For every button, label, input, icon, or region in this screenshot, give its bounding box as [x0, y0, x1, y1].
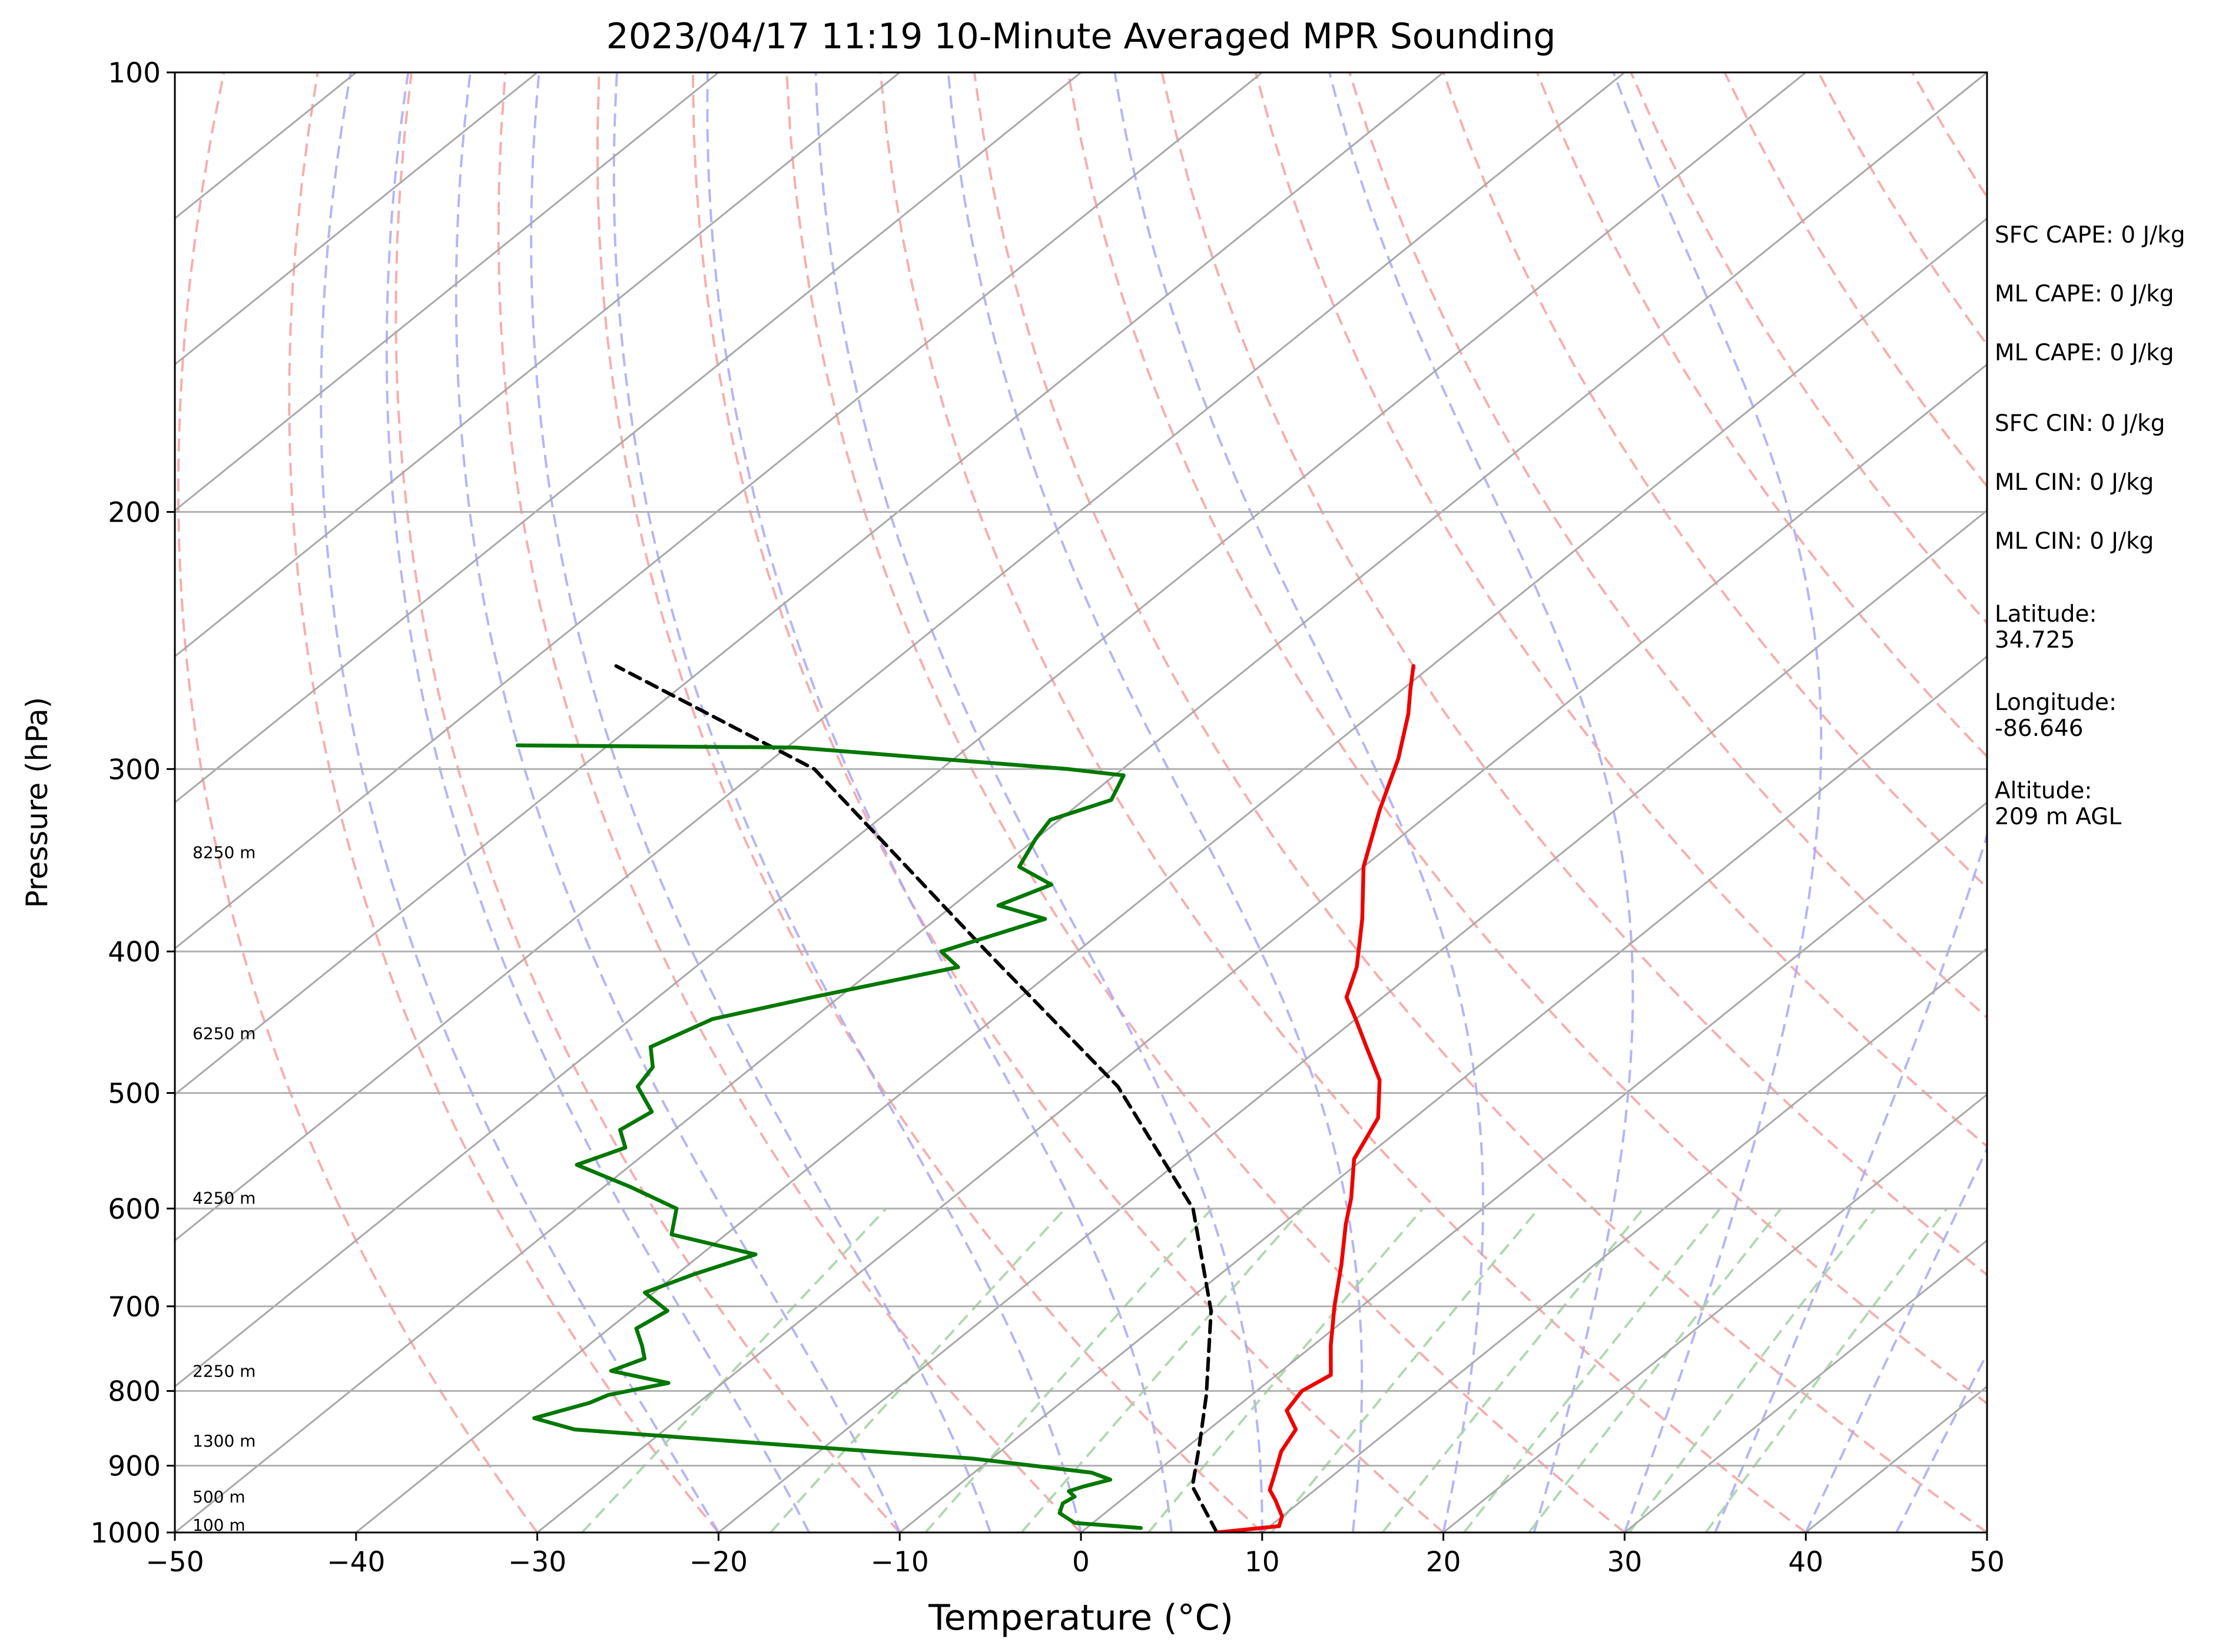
- x-axis-ticks: −50 −40 −30 −20 −10 0 10 20 30 40 50: [145, 1532, 2005, 1578]
- height-label: 4250 m: [193, 1189, 256, 1208]
- isotherm: [1624, 1239, 1987, 1532]
- dry-adiabat: [973, 72, 1987, 1532]
- x-tick-label: 50: [1969, 1546, 2005, 1578]
- moist-adiabat: [706, 72, 1173, 1532]
- height-label: 2250 m: [193, 1361, 256, 1381]
- stat-annotation: Longitude: -86.646: [1995, 689, 2117, 742]
- y-axis-label: Pressure (hPa): [20, 697, 54, 908]
- x-tick-label: 0: [1072, 1546, 1090, 1578]
- dry-adiabat: [1348, 72, 1987, 1019]
- x-tick-label: 40: [1788, 1546, 1823, 1578]
- moist-adiabat: [1113, 72, 1484, 1532]
- y-tick-label: 900: [108, 1451, 161, 1483]
- height-label: 100 m: [193, 1515, 246, 1535]
- y-tick-label: 500: [108, 1077, 161, 1110]
- dry-adiabat: [1254, 72, 1987, 1148]
- isotherm: [175, 72, 538, 366]
- height-label: 6250 m: [193, 1024, 256, 1043]
- moist-adiabat: [385, 72, 811, 1532]
- isotherm: [536, 363, 1987, 1532]
- isotherm: [1261, 947, 1987, 1532]
- x-tick-label: −10: [871, 1546, 929, 1578]
- x-tick-label: 10: [1245, 1546, 1280, 1578]
- height-labels: 100 m 500 m 1300 m 2250 m 4250 m 6250 m 8250 m: [193, 842, 256, 1535]
- dry-adiabat: [596, 72, 1263, 1532]
- isotherm: [175, 72, 1263, 950]
- mixing-ratio-line: [1528, 1208, 1782, 1532]
- height-label: 1300 m: [193, 1431, 256, 1451]
- isotherm: [899, 655, 1987, 1532]
- x-tick-label: −40: [327, 1546, 385, 1578]
- x-tick-label: −30: [508, 1546, 566, 1578]
- y-tick-label: 800: [108, 1376, 161, 1408]
- moist-adiabat: [1328, 72, 1634, 1532]
- x-axis-label: Temperature (°C): [928, 1597, 1233, 1638]
- stat-annotation: ML CIN: 0 J/kg: [1995, 528, 2154, 555]
- stat-annotation: ML CAPE: 0 J/kg: [1995, 340, 2174, 366]
- x-tick-label: 20: [1426, 1546, 1461, 1578]
- stat-annotation: SFC CAPE: 0 J/kg: [1995, 222, 2185, 248]
- dry-adiabat: [177, 72, 539, 1532]
- dry-adiabat: [691, 72, 1444, 1532]
- parcel-path-line: [614, 664, 1219, 1532]
- moist-adiabat: [530, 72, 991, 1532]
- moist-adiabat: [1612, 72, 1823, 1532]
- isotherm: [175, 72, 901, 658]
- dry-adiabat: [879, 72, 1807, 1532]
- height-label: 500 m: [193, 1487, 246, 1507]
- isotherm: [1442, 1093, 1987, 1532]
- x-tick-label: −50: [145, 1546, 204, 1578]
- isotherm: [175, 72, 1626, 1242]
- y-tick-label: 600: [108, 1193, 161, 1226]
- y-axis-ticks: 1000 900 800 700 600 500 400 300 200 100: [90, 57, 175, 1550]
- dry-adiabat: [288, 72, 719, 1532]
- y-tick-label: 1000: [90, 1517, 161, 1550]
- y-tick-label: 300: [108, 754, 161, 786]
- x-tick-label: −20: [689, 1546, 748, 1578]
- dry-adiabat: [394, 72, 901, 1532]
- stat-annotation: ML CAPE: 0 J/kg: [1995, 281, 2174, 307]
- chart-title: 2023/04/17 11:19 10-Minute Averaged MPR …: [606, 16, 1556, 57]
- dry-adiabat: [1067, 72, 1987, 1405]
- stat-annotation: ML CIN: 0 J/kg: [1995, 469, 2154, 496]
- background-reference-lines: [175, 72, 1987, 1532]
- dewpoint-line: [515, 743, 1143, 1530]
- mixing-ratio-line: [1463, 1208, 1721, 1532]
- moist-adiabat: [320, 72, 720, 1532]
- moist-adiabat: [1714, 72, 1987, 1532]
- stat-annotation: Latitude: 34.725: [1995, 601, 2097, 653]
- isotherm: [175, 72, 1987, 1532]
- height-label: 8250 m: [193, 842, 256, 862]
- isotherm: [175, 72, 1082, 804]
- isotherm: [175, 72, 1444, 1096]
- isotherm: [1080, 801, 1987, 1532]
- y-tick-label: 100: [108, 57, 161, 89]
- isotherm: [175, 72, 1807, 1388]
- sounding-profiles: [515, 664, 1415, 1532]
- moist-adiabat: [455, 72, 901, 1532]
- x-tick-label: 30: [1607, 1546, 1642, 1578]
- isotherm: [718, 509, 1987, 1532]
- dry-adiabat: [785, 72, 1626, 1532]
- moist-adiabat: [947, 72, 1364, 1532]
- temperature-line: [1215, 664, 1415, 1532]
- mixing-ratio-line: [1628, 1208, 1876, 1532]
- moist-adiabat: [612, 72, 1082, 1532]
- stat-annotation: SFC CIN: 0 J/kg: [1995, 410, 2165, 437]
- mixing-ratio-line: [581, 1208, 887, 1532]
- isotherm: [175, 72, 719, 512]
- stat-annotation: Altitude: 209 m AGL: [1995, 778, 2122, 830]
- y-tick-label: 200: [108, 497, 161, 529]
- y-tick-label: 700: [108, 1291, 161, 1323]
- dry-adiabat: [497, 72, 1082, 1532]
- y-tick-label: 400: [108, 936, 161, 968]
